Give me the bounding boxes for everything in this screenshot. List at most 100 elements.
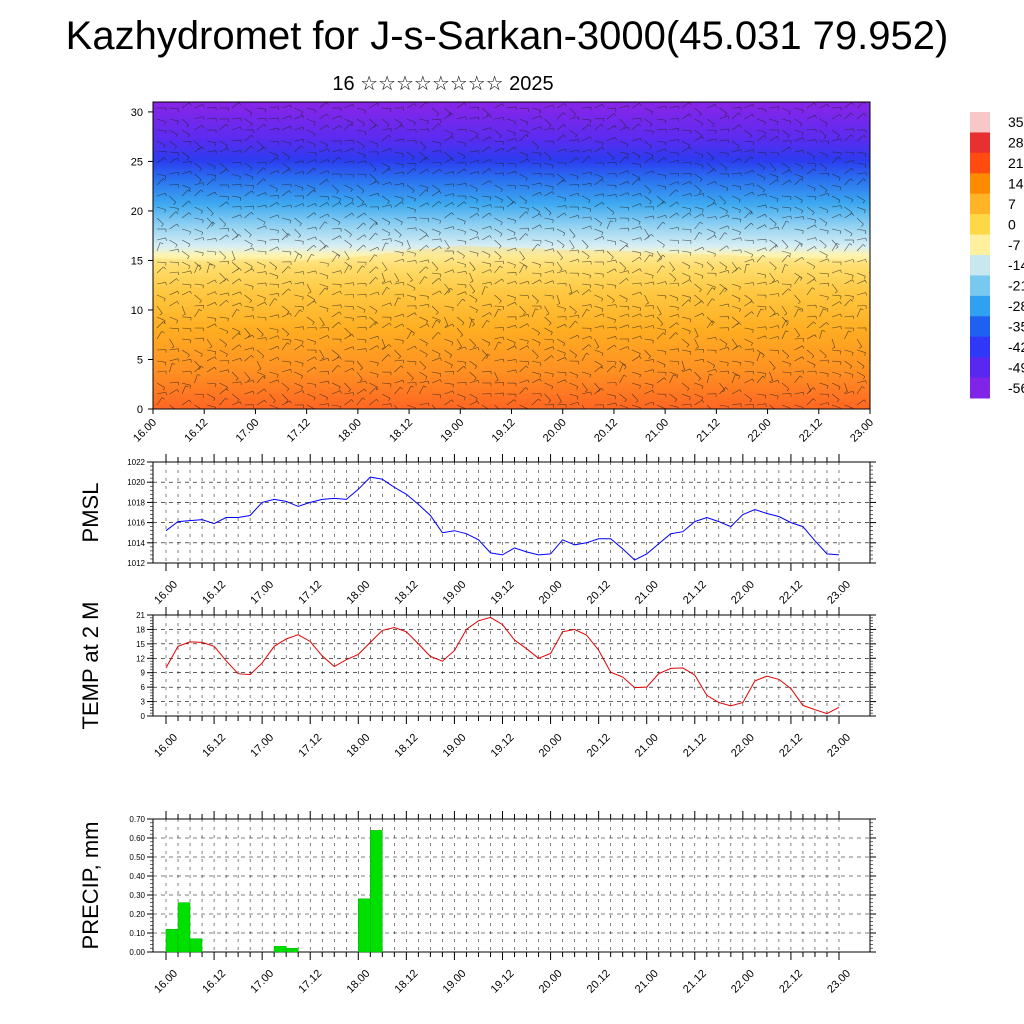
wind-barb-feather bbox=[414, 345, 417, 350]
wind-barb-feather bbox=[802, 110, 804, 114]
wind-barb bbox=[494, 371, 499, 381]
x-tick-label: 22.12 bbox=[777, 579, 805, 607]
wind-barb bbox=[856, 244, 864, 252]
wind-barb-feather bbox=[862, 366, 865, 370]
wind-barb bbox=[769, 272, 776, 281]
wind-barb-feather bbox=[314, 341, 316, 345]
wind-barb-feather bbox=[165, 237, 167, 241]
wind-barb bbox=[556, 282, 567, 285]
wind-barb bbox=[781, 255, 789, 263]
wind-barb bbox=[781, 360, 791, 364]
wind-barb-feather bbox=[176, 223, 179, 227]
wind-barb bbox=[531, 338, 541, 344]
wind-barb bbox=[169, 316, 178, 321]
wind-barb-feather bbox=[665, 175, 667, 179]
wind-barb bbox=[869, 382, 870, 384]
wind-barb-feather bbox=[249, 300, 252, 304]
wind-barb bbox=[156, 173, 166, 177]
wind-barb bbox=[719, 370, 729, 373]
wind-barb-feather bbox=[499, 300, 502, 304]
wind-barb bbox=[306, 151, 317, 153]
wind-barb bbox=[569, 116, 579, 120]
wind-barb bbox=[256, 118, 267, 120]
wind-barb bbox=[806, 206, 815, 213]
wind-barb bbox=[831, 195, 841, 201]
wind-barb bbox=[794, 345, 803, 351]
wind-barb bbox=[594, 349, 604, 354]
wind-barb bbox=[619, 404, 629, 409]
wind-barb bbox=[506, 359, 516, 362]
wind-barb bbox=[331, 184, 339, 192]
colorbar-swatch bbox=[970, 357, 990, 379]
wind-barb bbox=[806, 151, 815, 157]
wind-barb-feather bbox=[476, 232, 479, 236]
wind-barb bbox=[644, 401, 654, 406]
wind-barb bbox=[269, 184, 278, 190]
wind-barb bbox=[844, 360, 853, 367]
wind-barb bbox=[744, 149, 754, 153]
wind-barb-feather bbox=[824, 222, 828, 226]
wind-barb bbox=[244, 135, 252, 142]
wind-barb-feather bbox=[401, 243, 404, 247]
wind-barb-feather bbox=[197, 374, 201, 376]
wind-barb bbox=[169, 206, 179, 209]
wind-barb bbox=[706, 283, 716, 288]
wind-barb bbox=[319, 113, 328, 120]
wind-barb-feather bbox=[473, 345, 477, 348]
wind-barb-feather bbox=[753, 282, 755, 286]
wind-barb-feather bbox=[289, 220, 291, 224]
wind-barb-feather bbox=[163, 321, 166, 324]
wind-barb-feather bbox=[689, 279, 692, 283]
wind-barb-feather bbox=[702, 213, 705, 217]
wind-barb bbox=[244, 294, 252, 301]
wind-barb bbox=[856, 113, 865, 120]
wind-barb-feather bbox=[535, 356, 539, 359]
wind-barb bbox=[794, 370, 804, 373]
wind-barb-feather bbox=[403, 171, 405, 176]
wind-barb bbox=[444, 158, 453, 164]
wind-barb bbox=[806, 246, 815, 252]
wind-barb bbox=[156, 192, 166, 197]
wind-barb-feather bbox=[689, 146, 692, 150]
wind-barb bbox=[594, 272, 604, 275]
wind-barb bbox=[469, 272, 474, 282]
wind-barb bbox=[231, 126, 241, 131]
wind-barb-feather bbox=[623, 267, 627, 271]
wind-barb bbox=[569, 305, 577, 312]
wind-barb-feather bbox=[224, 344, 227, 348]
wind-barb-feather bbox=[488, 146, 492, 150]
wind-barb-feather bbox=[826, 210, 829, 214]
wind-barb-feather bbox=[722, 389, 726, 393]
wind-barb-feather bbox=[776, 121, 779, 125]
wind-barb-feather bbox=[614, 344, 617, 348]
wind-barb-feather bbox=[577, 396, 579, 400]
wind-barb-feather bbox=[625, 156, 629, 160]
wind-barb bbox=[744, 156, 752, 164]
wind-barb bbox=[219, 250, 227, 258]
wind-barb bbox=[319, 349, 325, 358]
wind-barb bbox=[431, 107, 440, 115]
wind-barb bbox=[181, 270, 191, 274]
wind-barb-feather bbox=[464, 168, 467, 172]
wind-barb-feather bbox=[601, 232, 604, 236]
wind-barb bbox=[794, 404, 804, 408]
wind-barb bbox=[331, 201, 340, 208]
wind-barb-feather bbox=[701, 275, 704, 279]
wind-barb-feather bbox=[227, 147, 230, 152]
x-tick-label: 17.00 bbox=[248, 579, 276, 607]
wind-barb-feather bbox=[835, 246, 839, 249]
wind-barb-feather bbox=[425, 189, 429, 193]
wind-barb bbox=[581, 149, 591, 153]
wind-barb bbox=[369, 173, 377, 181]
y-tick-label: 1018 bbox=[127, 498, 145, 507]
wind-barb-feather bbox=[738, 267, 742, 270]
wind-barb-feather bbox=[552, 219, 554, 223]
wind-barb bbox=[369, 291, 379, 296]
wind-barb-feather bbox=[627, 407, 629, 409]
wind-barb bbox=[344, 118, 353, 123]
wind-barb bbox=[294, 228, 302, 236]
wind-barb-feather bbox=[838, 386, 841, 390]
wind-barb bbox=[294, 382, 303, 387]
wind-barb bbox=[681, 279, 691, 285]
wind-barb-feather bbox=[678, 139, 680, 143]
